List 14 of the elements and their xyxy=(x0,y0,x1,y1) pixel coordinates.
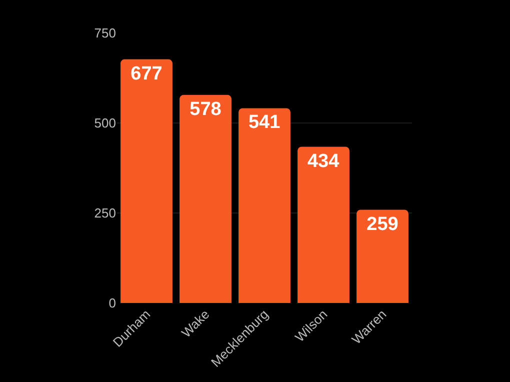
data-label: 541 xyxy=(248,112,281,134)
data-label: 434 xyxy=(307,150,340,172)
bar xyxy=(238,108,290,303)
y-tick-label: 0 xyxy=(108,296,116,311)
bar xyxy=(120,59,172,303)
y-tick-label: 250 xyxy=(94,206,116,221)
y-tick-label: 750 xyxy=(94,26,116,41)
data-label: 578 xyxy=(190,98,222,120)
bar xyxy=(180,94,232,303)
data-label: 677 xyxy=(130,63,162,84)
bar xyxy=(356,210,408,303)
y-tick-label: 500 xyxy=(94,116,116,131)
bar xyxy=(298,146,350,303)
data-label: 259 xyxy=(366,214,398,235)
